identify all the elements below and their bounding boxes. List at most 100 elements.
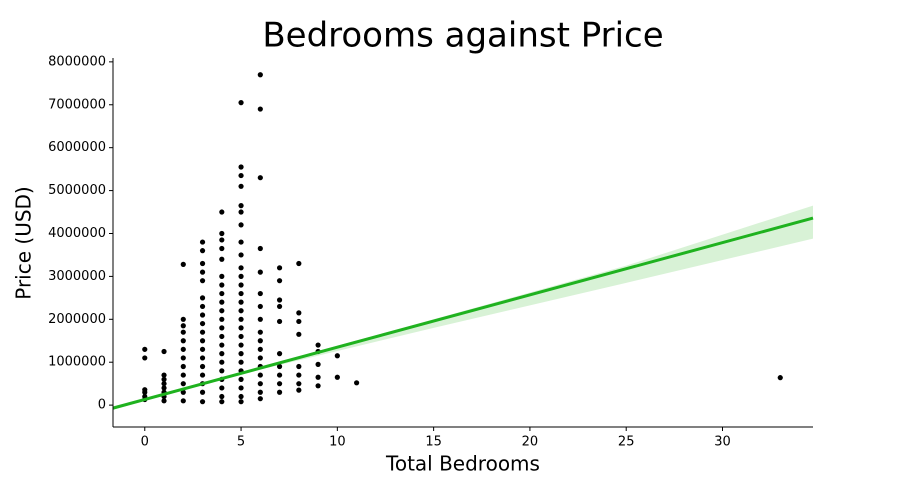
point <box>199 269 206 275</box>
point <box>257 290 263 297</box>
point <box>219 342 225 348</box>
point <box>296 363 302 370</box>
point <box>180 346 186 352</box>
x-tick-label: 10 <box>329 435 346 450</box>
point <box>777 375 783 381</box>
point <box>257 269 263 275</box>
point <box>257 396 263 402</box>
x-tick-label: 20 <box>522 435 539 450</box>
point <box>257 106 263 112</box>
point <box>161 348 167 355</box>
point <box>219 385 225 391</box>
y-tick-label: 2000000 <box>48 312 106 327</box>
point <box>296 387 302 393</box>
point <box>161 381 167 387</box>
point <box>238 265 244 271</box>
point <box>199 355 206 361</box>
point <box>219 299 225 305</box>
point <box>296 318 302 325</box>
point <box>180 316 186 322</box>
point <box>219 273 225 279</box>
point <box>238 239 244 245</box>
point <box>142 355 148 361</box>
point <box>238 359 244 365</box>
point <box>161 376 167 382</box>
point <box>238 100 244 106</box>
point <box>276 351 283 357</box>
point <box>199 399 206 405</box>
point <box>219 351 225 357</box>
point <box>180 389 186 395</box>
point <box>238 308 244 314</box>
point <box>180 363 186 370</box>
point <box>238 164 244 170</box>
point <box>257 346 263 352</box>
point <box>180 323 186 329</box>
point <box>238 385 244 391</box>
point <box>199 363 206 370</box>
point <box>238 316 244 322</box>
point <box>180 355 186 361</box>
point <box>238 183 244 189</box>
point <box>238 351 244 357</box>
point <box>219 308 225 314</box>
point <box>296 381 302 387</box>
point <box>199 389 206 395</box>
point <box>296 372 302 378</box>
point <box>238 393 244 400</box>
point <box>142 387 148 393</box>
x-axis-label: Total Bedrooms <box>385 452 540 476</box>
y-tick-label: 8000000 <box>48 54 106 69</box>
point <box>219 245 225 252</box>
x-tick-label: 25 <box>618 435 635 450</box>
point <box>219 290 225 297</box>
point <box>257 372 263 378</box>
point <box>238 342 244 348</box>
point <box>238 209 244 215</box>
point <box>315 342 321 348</box>
point <box>180 329 186 335</box>
point <box>238 282 244 288</box>
point <box>199 346 206 352</box>
point <box>276 381 283 387</box>
point <box>219 230 225 237</box>
point <box>199 260 206 267</box>
point <box>334 353 340 359</box>
point <box>199 312 206 318</box>
point <box>238 399 244 405</box>
point <box>238 172 244 179</box>
x-tick-label: 30 <box>714 435 731 450</box>
point <box>276 389 283 395</box>
point <box>219 333 225 340</box>
point <box>238 252 244 258</box>
point <box>257 329 263 335</box>
chart-title: Bedrooms against Price <box>262 16 663 56</box>
point <box>219 316 225 322</box>
point <box>199 239 206 245</box>
point <box>276 363 283 370</box>
point <box>219 256 225 262</box>
point <box>180 372 186 378</box>
x-tick-label: 0 <box>141 435 149 450</box>
point <box>238 376 244 382</box>
point <box>219 209 225 215</box>
point <box>257 381 263 387</box>
point <box>161 385 167 391</box>
point <box>219 399 225 405</box>
point <box>257 245 263 252</box>
point <box>161 372 167 378</box>
point <box>180 381 186 387</box>
point <box>219 368 225 374</box>
point <box>296 260 302 267</box>
point <box>199 372 206 378</box>
point <box>354 380 360 386</box>
point <box>296 310 302 316</box>
point <box>276 297 283 303</box>
point <box>257 355 263 361</box>
point <box>180 398 186 404</box>
point <box>161 398 167 404</box>
point <box>142 346 148 352</box>
point <box>334 374 340 380</box>
point <box>238 203 244 209</box>
